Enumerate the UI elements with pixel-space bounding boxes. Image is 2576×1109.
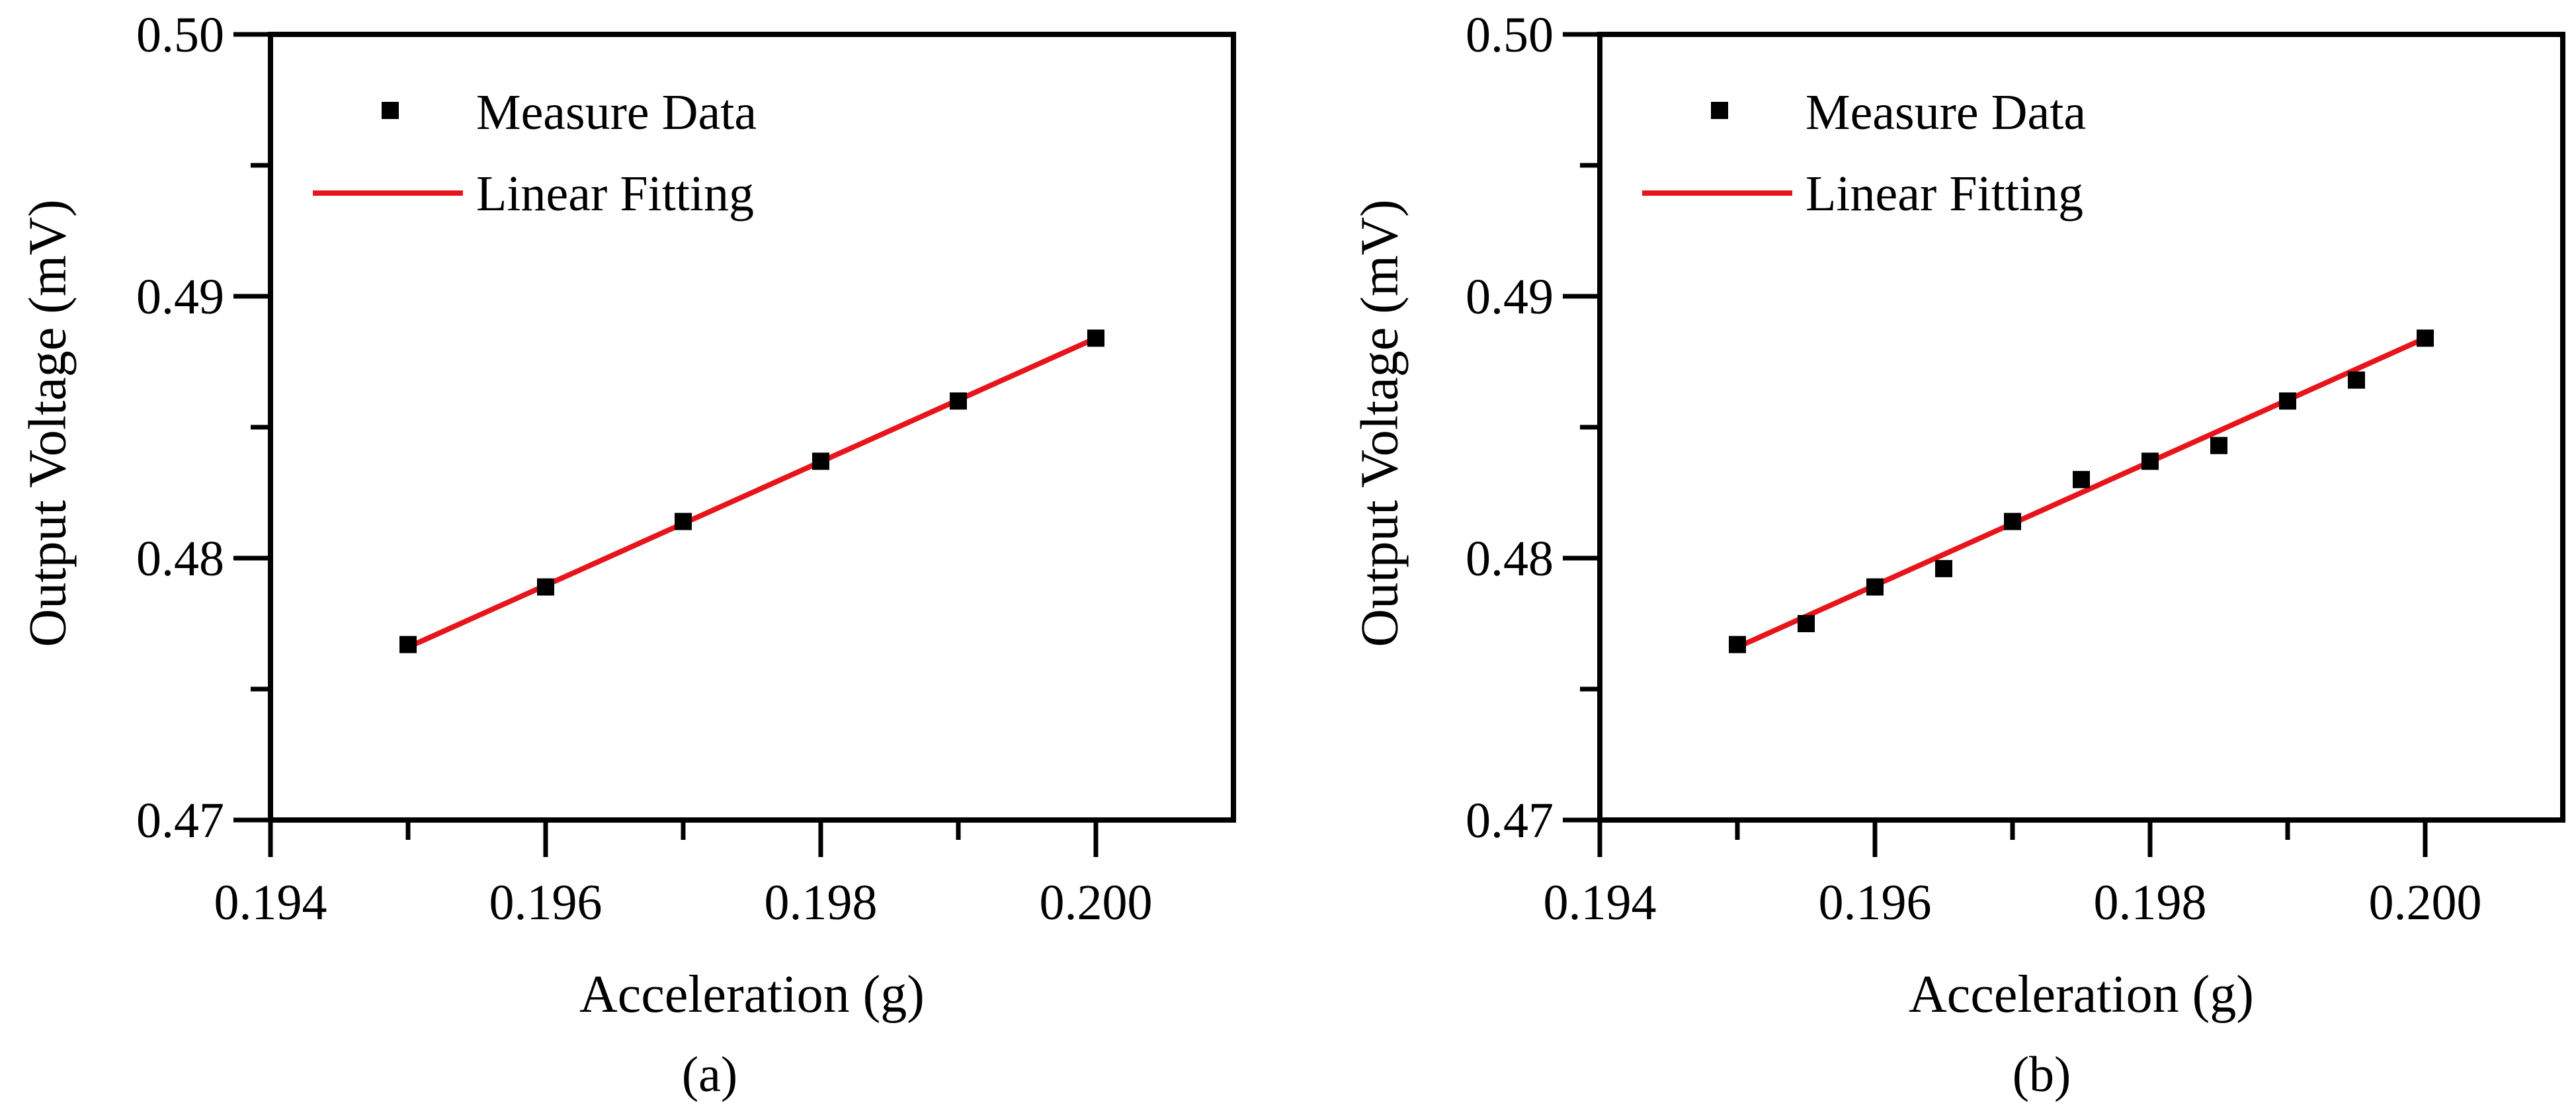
- data-point: [537, 578, 554, 596]
- data-point: [399, 636, 417, 653]
- plot-frame: [1597, 32, 2565, 823]
- axis-ticks: [233, 32, 1099, 857]
- plot-area: [1729, 329, 2434, 653]
- data-point: [1087, 329, 1104, 347]
- chart-panel-a: Output Voltage (mV) Acceleration (g) (a)…: [19, 7, 1236, 1102]
- plot-area: [399, 329, 1104, 653]
- legend: Measure Data Linear Fitting: [1642, 85, 2086, 222]
- tick-labels: 0.194 0.196 0.198 0.200 0.47 0.48 0.49 0.50: [136, 7, 1153, 930]
- legend: Measure Data Linear Fitting: [313, 85, 757, 222]
- chart-panel-b: Output Voltage (mV) Acceleration (g) (b)…: [1350, 7, 2565, 1102]
- x-tick-label: 0.194: [1544, 875, 1657, 930]
- panel-caption: (a): [682, 1047, 737, 1102]
- x-tick-label: 0.198: [2094, 875, 2207, 930]
- data-point: [675, 513, 692, 530]
- y-tick-label: 0.48: [1466, 531, 1554, 587]
- y-tick-label: 0.50: [136, 7, 224, 63]
- data-point: [2073, 471, 2090, 489]
- x-axis-label: Acceleration (g): [579, 965, 925, 1024]
- legend-marker-measure-data: [382, 102, 399, 119]
- y-tick-label: 0.50: [1466, 7, 1554, 63]
- legend-label-linear-fitting: Linear Fitting: [1806, 166, 2083, 222]
- data-point: [1935, 559, 1952, 577]
- data-point: [950, 392, 967, 410]
- y-tick-label: 0.48: [136, 531, 224, 587]
- legend-label-measure-data: Measure Data: [476, 85, 757, 140]
- data-point: [1866, 578, 1884, 596]
- y-axis-label: Output Voltage (mV): [1350, 200, 1409, 647]
- panel-caption: (b): [2013, 1047, 2071, 1102]
- data-point: [2417, 329, 2434, 347]
- data-point: [812, 452, 829, 470]
- data-point: [2348, 371, 2365, 389]
- y-tick-label: 0.49: [1466, 269, 1554, 325]
- data-point: [1729, 636, 1746, 653]
- x-tick-label: 0.198: [765, 875, 878, 930]
- tick-labels: 0.194 0.196 0.198 0.200 0.47 0.48 0.49 0.50: [1466, 7, 2482, 930]
- y-tick-label: 0.47: [1466, 793, 1554, 848]
- x-tick-label: 0.200: [1040, 875, 1153, 930]
- x-tick-label: 0.200: [2369, 875, 2482, 930]
- y-tick-label: 0.49: [136, 269, 224, 325]
- x-tick-label: 0.194: [214, 875, 327, 930]
- data-point: [2141, 452, 2159, 470]
- y-axis-label: Output Voltage (mV): [19, 200, 77, 647]
- data-point: [2004, 513, 2021, 530]
- plot-frame: [268, 32, 1236, 823]
- linear-fitting-line: [1736, 335, 2427, 650]
- legend-marker-measure-data: [1711, 102, 1728, 119]
- x-tick-label: 0.196: [1819, 875, 1932, 930]
- legend-label-linear-fitting: Linear Fitting: [476, 166, 754, 222]
- axis-ticks: [1563, 32, 2428, 857]
- x-tick-label: 0.196: [489, 875, 602, 930]
- data-point: [1798, 615, 1815, 632]
- legend-label-measure-data: Measure Data: [1806, 85, 2086, 140]
- y-tick-label: 0.47: [136, 793, 224, 848]
- data-point: [2279, 392, 2296, 410]
- x-axis-label: Acceleration (g): [1909, 965, 2254, 1024]
- data-point: [2210, 436, 2227, 454]
- linear-fitting-line: [407, 335, 1097, 650]
